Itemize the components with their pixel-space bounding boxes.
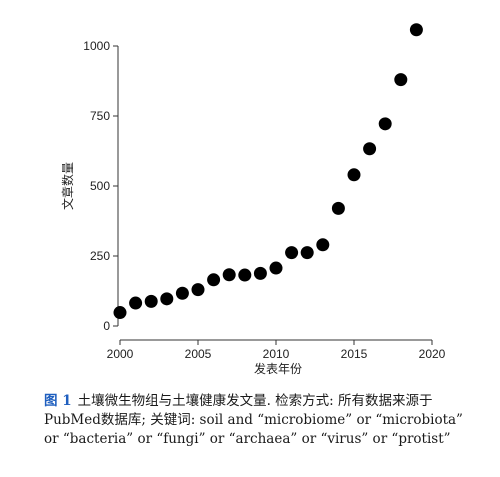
y-axis-title: 文章数量 — [60, 162, 75, 210]
data-point — [285, 246, 299, 260]
data-point — [222, 268, 236, 282]
data-points — [113, 23, 423, 320]
x-tick-label: 2000 — [107, 347, 134, 361]
data-point — [378, 117, 392, 131]
data-point — [394, 73, 408, 87]
ticks: 0 250 500 750 1000 2000 2005 2010 2015 2020 — [83, 39, 445, 361]
data-point — [253, 266, 267, 280]
data-point — [113, 306, 127, 320]
data-point — [175, 286, 189, 300]
y-tick-label: 500 — [90, 179, 110, 193]
x-tick-label: 2020 — [419, 347, 446, 361]
data-point — [316, 238, 330, 252]
data-point — [347, 168, 361, 182]
data-point — [300, 246, 314, 260]
data-point — [191, 283, 205, 297]
figure-label: 图 1 — [44, 393, 72, 409]
data-point — [363, 142, 377, 156]
data-point — [129, 296, 143, 310]
x-tick-label: 2005 — [185, 347, 212, 361]
data-point — [409, 23, 423, 37]
data-point — [269, 261, 283, 275]
y-tick-label: 250 — [90, 249, 110, 263]
data-point — [144, 294, 158, 308]
x-tick-label: 2010 — [263, 347, 290, 361]
data-point — [238, 268, 252, 282]
caption-text: 土壤微生物组与土壤健康发文量. 检索方式: 所有数据来源于PubMed数据库; … — [44, 393, 463, 447]
y-tick-label: 1000 — [83, 39, 110, 53]
y-tick-label: 750 — [90, 109, 110, 123]
data-point — [207, 273, 221, 287]
y-tick-label: 0 — [103, 319, 110, 333]
data-point — [331, 201, 345, 215]
x-tick-label: 2015 — [341, 347, 368, 361]
data-point — [160, 292, 174, 306]
figure-caption: 图 1 土壤微生物组与土壤健康发文量. 检索方式: 所有数据来源于PubMed数据… — [44, 392, 474, 449]
x-axis-title: 发表年份 — [254, 361, 302, 376]
